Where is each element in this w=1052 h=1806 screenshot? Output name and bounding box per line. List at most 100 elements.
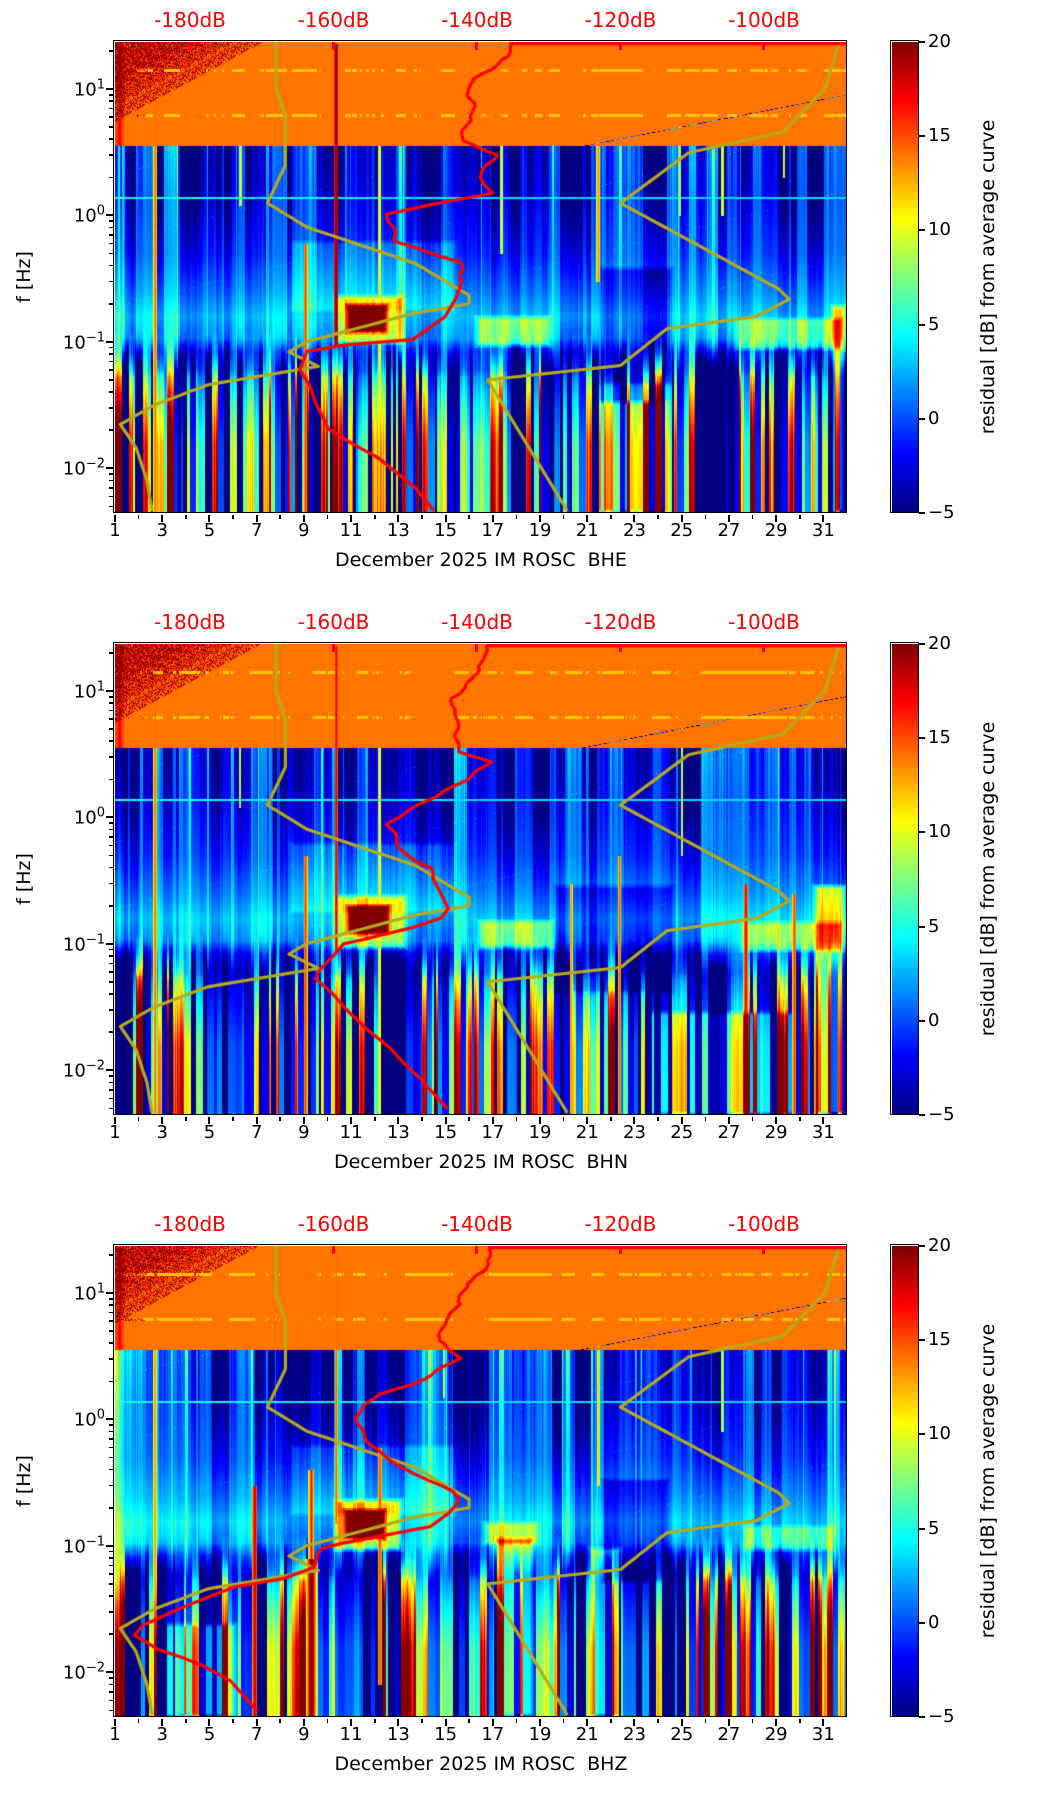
x-tick-label: 1 — [109, 520, 121, 541]
y-tick-minor — [108, 1009, 114, 1011]
colorbar-tick — [919, 643, 925, 645]
x-tick-major — [255, 1718, 258, 1727]
y-tick-label: 101 — [73, 679, 105, 703]
x-tick-minor — [751, 514, 754, 520]
y-tick-label: 10−2 — [62, 1058, 105, 1082]
top-db-tick — [188, 644, 192, 652]
y-tick-major — [105, 1418, 114, 1421]
x-tick-major — [539, 1116, 542, 1125]
colorbar-tick — [919, 737, 925, 740]
x-tick-minor — [610, 1116, 612, 1122]
colorbar-tick — [919, 417, 925, 420]
x-tick-minor — [610, 514, 612, 520]
x-tick-label: 27 — [717, 1724, 741, 1745]
top-db-tick-label: -160dB — [297, 8, 370, 32]
y-tick-minor — [108, 1107, 114, 1110]
x-tick-major — [680, 1718, 683, 1727]
x-tick-label: 13 — [386, 520, 410, 541]
x-tick-minor — [515, 514, 518, 520]
y-tick-major — [105, 467, 114, 470]
y-tick-minor — [108, 836, 114, 838]
x-tick-major — [161, 514, 164, 523]
y-tick-minor — [108, 1633, 114, 1635]
x-tick-minor — [751, 1116, 754, 1122]
x-tick-label: 9 — [298, 520, 310, 541]
top-db-tick-label: -120dB — [584, 610, 657, 634]
x-tick-minor — [137, 514, 140, 520]
x-tick-minor — [185, 1718, 187, 1724]
x-tick-label: 31 — [811, 520, 835, 541]
x-tick-major — [114, 514, 116, 523]
x-tick-major — [775, 1116, 778, 1125]
colorbar-label: residual [dB] from average curve — [977, 119, 999, 435]
x-tick-major — [255, 514, 258, 523]
x-tick-label: 17 — [481, 520, 505, 541]
y-tick-minor — [108, 1564, 114, 1567]
colorbar-tick-label: 5 — [928, 1517, 940, 1539]
colorbar-frame — [890, 1244, 920, 1718]
colorbar-tick-label: 20 — [928, 1235, 951, 1256]
y-tick-minor — [108, 1677, 114, 1679]
x-tick-label: 25 — [670, 1122, 694, 1143]
y-tick-minor — [108, 379, 114, 381]
x-tick-label: 19 — [528, 1724, 552, 1745]
y-tick-minor — [108, 1081, 114, 1084]
x-tick-major — [208, 514, 211, 523]
x-axis-label: December 2025 IM ROSC BHN — [333, 1151, 629, 1173]
colorbar-tick — [919, 1339, 925, 1342]
colorbar-tick-label: −5 — [928, 1706, 955, 1727]
x-tick-minor — [421, 1718, 423, 1724]
y-tick-major — [105, 942, 114, 945]
x-tick-minor — [704, 1116, 707, 1122]
y-tick-major — [105, 87, 114, 90]
x-tick-major — [539, 514, 542, 523]
x-tick-label: 5 — [203, 1122, 216, 1143]
y-tick-minor — [108, 1709, 114, 1712]
colorbar-tick — [919, 1245, 925, 1247]
y-tick-major — [105, 1544, 114, 1547]
colorbar-tick-label: 0 — [928, 1611, 940, 1633]
y-tick-label: 10−2 — [62, 1660, 105, 1684]
y-tick-minor — [108, 1683, 114, 1686]
x-tick-major — [491, 514, 494, 523]
y-tick-minor — [108, 740, 114, 743]
x-tick-minor — [232, 1718, 234, 1724]
x-tick-major — [633, 1116, 636, 1125]
colorbar-tick-label: 20 — [928, 31, 951, 52]
x-tick-minor — [137, 1116, 140, 1122]
x-tick-label: 9 — [298, 1724, 310, 1745]
colorbar-tick — [919, 512, 925, 514]
top-db-tick — [475, 1246, 479, 1254]
top-db-tick-label: -120dB — [584, 1212, 657, 1236]
x-tick-major — [491, 1718, 494, 1727]
x-tick-major — [350, 514, 353, 523]
x-tick-minor — [798, 1116, 801, 1122]
top-db-tick — [762, 644, 766, 652]
x-tick-minor — [373, 514, 376, 520]
x-tick-minor — [279, 1718, 282, 1724]
top-db-tick — [762, 1246, 766, 1254]
y-tick-minor — [108, 904, 114, 907]
x-tick-minor — [562, 1718, 565, 1724]
top-db-tick-label: -140dB — [441, 1212, 513, 1236]
x-tick-label: 15 — [434, 1724, 458, 1745]
x-tick-label: 19 — [528, 1122, 552, 1143]
colorbar-tick — [919, 1114, 925, 1116]
x-tick-label: 7 — [250, 1724, 263, 1745]
y-tick-minor — [108, 948, 114, 951]
y-tick-label: 10−2 — [62, 456, 105, 480]
x-tick-minor — [232, 1116, 234, 1122]
colorbar-tick-label: 15 — [928, 1329, 951, 1351]
x-tick-label: 3 — [156, 1724, 168, 1745]
x-tick-major — [775, 1718, 778, 1727]
y-tick-minor — [108, 1297, 114, 1300]
x-tick-label: 15 — [434, 520, 458, 541]
x-tick-minor — [326, 514, 329, 520]
x-tick-major — [350, 1116, 353, 1125]
y-tick-minor — [108, 1506, 114, 1509]
y-tick-minor — [108, 1254, 114, 1256]
x-tick-minor — [798, 1718, 801, 1724]
x-tick-label: 17 — [481, 1122, 505, 1143]
y-tick-minor — [108, 1573, 114, 1575]
spectrogram-canvas-bhe — [115, 42, 847, 513]
